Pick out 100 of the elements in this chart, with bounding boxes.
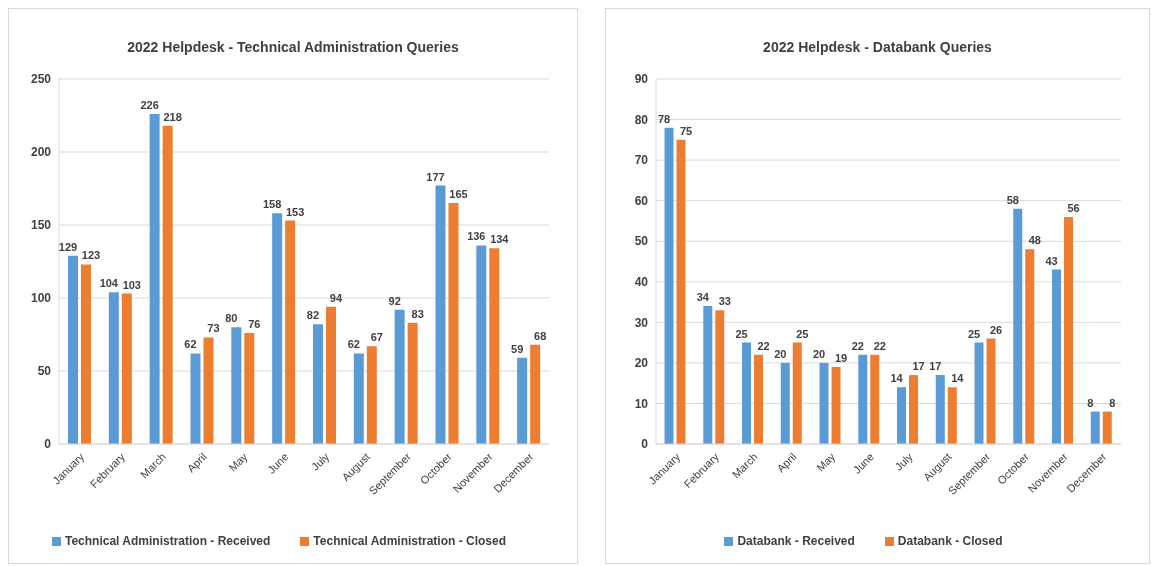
x-tick-label: July <box>892 450 916 473</box>
bar <box>394 309 405 444</box>
bar <box>231 327 242 444</box>
bar <box>715 310 725 444</box>
bar <box>909 375 919 444</box>
data-label: 134 <box>490 233 510 246</box>
data-label: 25 <box>735 327 748 340</box>
bar <box>858 354 868 444</box>
bar <box>80 264 91 444</box>
data-label: 226 <box>140 99 159 112</box>
bar <box>190 353 201 444</box>
data-label: 153 <box>285 205 305 218</box>
bar <box>325 306 336 444</box>
bar <box>986 338 996 444</box>
bar <box>742 342 752 444</box>
legend-label: Technical Administration - Received <box>63 534 271 548</box>
data-label: 59 <box>511 342 524 355</box>
bar <box>1064 216 1074 444</box>
bar <box>703 306 713 444</box>
y-tick-label: 100 <box>30 291 52 306</box>
data-label: 123 <box>81 249 101 262</box>
data-label: 26 <box>989 323 1003 336</box>
bar <box>353 353 364 444</box>
bar <box>366 346 377 444</box>
data-label: 14 <box>890 372 904 385</box>
bar <box>407 322 418 444</box>
data-label: 22 <box>873 339 886 352</box>
data-label: 165 <box>449 188 468 201</box>
data-label: 34 <box>696 291 710 304</box>
bar <box>1013 208 1023 444</box>
x-tick-label: July <box>309 450 332 473</box>
legend-label: Databank - Received <box>736 534 855 548</box>
legend-label: Databank - Closed <box>896 534 1003 548</box>
y-tick-label: 10 <box>634 396 649 411</box>
y-tick-label: 0 <box>44 437 52 452</box>
data-label: 43 <box>1045 254 1058 267</box>
data-label: 177 <box>426 170 445 183</box>
bar <box>476 245 487 444</box>
data-label: 78 <box>657 112 671 125</box>
bar <box>121 293 132 444</box>
y-tick-label: 50 <box>37 364 52 379</box>
legend-label: Technical Administration - Closed <box>312 534 507 548</box>
data-label: 103 <box>122 278 141 291</box>
data-label: 20 <box>812 347 826 360</box>
data-label: 62 <box>184 338 197 351</box>
data-label: 67 <box>370 331 383 344</box>
y-tick-label: 70 <box>634 153 649 168</box>
data-label: 129 <box>58 240 78 253</box>
bar <box>489 248 500 444</box>
data-label: 68 <box>534 329 547 342</box>
bar <box>108 292 119 444</box>
bar <box>870 354 880 444</box>
data-label: 17 <box>929 360 942 373</box>
bar <box>1102 411 1112 444</box>
y-tick-label: 250 <box>30 72 52 87</box>
data-label: 73 <box>207 322 220 335</box>
chart-title: 2022 Helpdesk - Databank Queries <box>762 39 993 57</box>
y-tick-label: 60 <box>634 193 649 208</box>
data-label: 92 <box>388 294 401 307</box>
bar <box>1052 269 1062 444</box>
bar <box>974 342 984 444</box>
data-label: 58 <box>1006 193 1019 206</box>
data-label: 94 <box>329 291 343 304</box>
data-label: 22 <box>851 339 864 352</box>
y-tick-label: 40 <box>634 275 649 290</box>
bar <box>831 366 841 444</box>
data-label: 83 <box>411 307 424 320</box>
bar <box>203 337 214 444</box>
y-tick-label: 20 <box>634 356 649 371</box>
bar <box>272 213 283 444</box>
y-tick-label: 50 <box>634 234 649 249</box>
chart-title: 2022 Helpdesk - Technical Administration Queries <box>126 39 460 57</box>
y-tick-label: 150 <box>30 218 52 233</box>
bar <box>285 220 296 444</box>
data-label: 76 <box>248 318 261 331</box>
data-label: 158 <box>262 198 282 211</box>
data-label: 82 <box>306 309 320 322</box>
y-tick-label: 30 <box>634 315 649 330</box>
data-label: 19 <box>834 351 848 364</box>
bar <box>530 344 541 444</box>
bar <box>67 255 78 444</box>
y-tick-label: 200 <box>30 145 52 160</box>
x-tick-label: May <box>226 450 251 474</box>
data-label: 56 <box>1067 201 1080 214</box>
y-tick-label: 80 <box>634 112 649 127</box>
bar <box>448 203 459 444</box>
bar <box>664 127 674 444</box>
bar <box>935 375 945 444</box>
data-label: 75 <box>679 124 693 137</box>
bar <box>754 354 764 444</box>
bar <box>312 324 323 444</box>
data-label: 8 <box>1109 396 1116 409</box>
data-label: 8 <box>1087 396 1094 409</box>
bar <box>244 333 255 444</box>
data-label: 33 <box>718 295 731 308</box>
y-tick-label: 90 <box>634 72 649 87</box>
data-label: 25 <box>796 327 809 340</box>
data-label: 20 <box>774 347 787 360</box>
data-label: 218 <box>163 110 182 123</box>
y-tick-label: 0 <box>641 437 649 452</box>
